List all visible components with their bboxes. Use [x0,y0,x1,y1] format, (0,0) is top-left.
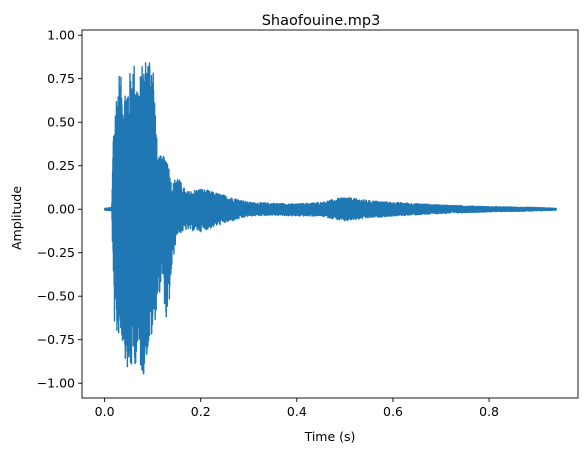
y-tick-label: −1.00 [37,376,75,391]
plot-area [81,29,579,399]
y-tick-label: 1.00 [47,28,75,43]
y-tick-label: 0.50 [47,115,75,130]
chart-title: Shaofouine.mp3 [262,13,381,29]
y-tick-label: 0.25 [47,158,75,173]
y-tick-label: 0.75 [47,71,75,86]
waveform-line [103,62,558,375]
x-tick-label: 0.2 [191,404,211,419]
y-tick-label: 0.00 [47,202,75,217]
y-axis-ticks: −1.00 −0.75 −0.50 −0.25 0.00 0.25 0.50 0.75 1.00 [37,28,82,391]
x-axis-label: Time (s) [304,429,356,444]
y-tick-label: −0.50 [37,289,75,304]
waveform-series [103,62,558,375]
y-tick-label: −0.75 [37,332,75,347]
y-tick-label: −0.25 [37,245,75,260]
axes-frame [81,29,579,399]
x-tick-label: 0.4 [287,404,307,419]
x-tick-label: 0.6 [383,404,403,419]
x-axis-ticks: 0.0 0.2 0.4 0.6 0.8 [95,398,499,419]
x-tick-label: 0.0 [95,404,115,419]
y-axis-label: Amplitude [9,186,24,250]
x-tick-label: 0.8 [479,404,499,419]
